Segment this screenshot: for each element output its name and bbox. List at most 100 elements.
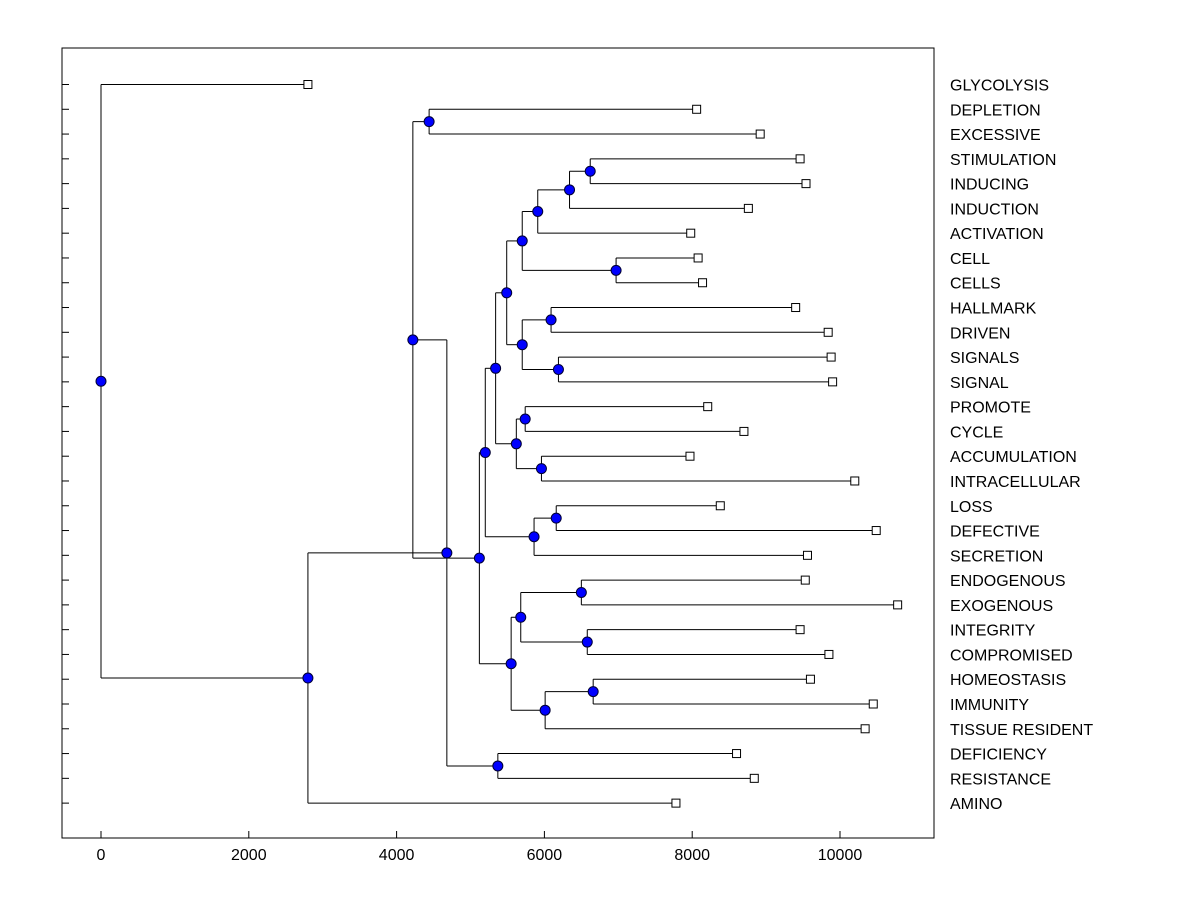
leaf-label: INDUCTION [950, 201, 1039, 218]
merge-node [441, 547, 453, 559]
leaf-marker [802, 550, 812, 560]
leaf-marker [303, 80, 313, 89]
dendrogram-links [100, 84, 898, 804]
merge-node [516, 339, 528, 351]
leaf-marker [823, 327, 833, 337]
leaf-marker [805, 674, 815, 684]
leaf-label: RESISTANCE [950, 771, 1051, 788]
leaf-label: CELL [950, 251, 990, 268]
x-tick-label: 8000 [674, 847, 710, 864]
x-tick-label: 2000 [231, 847, 267, 864]
merge-node [501, 287, 513, 299]
leaf-label: COMPROMISED [950, 647, 1073, 664]
merge-nodes [95, 116, 622, 772]
leaf-marker [828, 377, 838, 387]
merge-node [490, 362, 502, 374]
y-tick-marks [62, 84, 69, 804]
leaf-label: TISSUE RESIDENT [950, 722, 1093, 739]
leaf-marker [692, 104, 702, 114]
leaf-marker [686, 228, 696, 238]
merge-node [535, 463, 547, 475]
leaf-marker [871, 526, 881, 536]
merge-node [407, 334, 419, 346]
leaf-label: DRIVEN [950, 325, 1010, 342]
leaf-marker [693, 253, 703, 263]
x-tick-label: 0 [97, 847, 106, 864]
leaf-marker [893, 600, 903, 610]
leaf-marker [685, 451, 695, 461]
leaf-label: AMINO [950, 796, 1002, 813]
merge-node [516, 235, 528, 247]
leaf-label: INTEGRITY [950, 623, 1036, 640]
leaf-label: GLYCOLYSIS [950, 78, 1049, 95]
leaf-label: SIGNALS [950, 350, 1019, 367]
merge-node [581, 636, 593, 648]
x-tick-label: 4000 [379, 847, 415, 864]
merge-node [545, 314, 557, 326]
leaf-marker [800, 575, 810, 585]
merge-node [550, 512, 562, 524]
merge-node [95, 375, 107, 387]
leaf-label: EXCESSIVE [950, 127, 1041, 144]
leaf-marker [795, 154, 805, 164]
merge-node [515, 611, 527, 623]
leaf-marker [801, 179, 811, 189]
leaf-label: DEPLETION [950, 102, 1041, 119]
x-tick-label: 6000 [527, 847, 563, 864]
plot-frame [61, 47, 935, 839]
leaf-label: INTRACELLULAR [950, 474, 1081, 491]
leaf-marker [743, 203, 753, 213]
merge-node [479, 447, 491, 459]
leaf-marker [749, 773, 759, 783]
merge-node [575, 586, 587, 598]
leaf-label: DEFICIENCY [950, 747, 1047, 764]
merge-node [539, 704, 551, 716]
merge-node [552, 363, 564, 375]
leaf-label: ACTIVATION [950, 226, 1044, 243]
merge-node [587, 686, 599, 698]
leaf-label: ENDOGENOUS [950, 573, 1066, 590]
merge-node [505, 658, 517, 670]
leaf-marker [850, 476, 860, 486]
leaf-marker [698, 278, 708, 288]
merge-node [492, 760, 504, 772]
merge-node [584, 165, 596, 177]
leaf-labels: GLYCOLYSIS DEPLETION EXCESSIVE STIMULATION I… [950, 78, 1093, 814]
leaf-label: HOMEOSTASIS [950, 672, 1066, 689]
leaf-label: CELLS [950, 276, 1001, 293]
leaf-marker [703, 402, 713, 412]
merge-node [532, 205, 544, 217]
leaf-label: STIMULATION [950, 152, 1056, 169]
leaf-label: PROMOTE [950, 400, 1031, 417]
leaf-label: INDUCING [950, 177, 1029, 194]
leaf-marker [671, 798, 681, 808]
leaf-label: HALLMARK [950, 301, 1037, 318]
x-tick-label: 10000 [818, 847, 863, 864]
leaf-marker [826, 352, 836, 362]
merge-node [510, 438, 522, 450]
merge-node [610, 264, 622, 276]
leaf-marker [824, 649, 834, 659]
x-axis: 0 2000 4000 6000 8000 10000 [97, 831, 863, 864]
leaf-marker [732, 749, 742, 759]
leaf-label: IMMUNITY [950, 697, 1029, 714]
leaf-marker [739, 426, 749, 436]
merge-node [302, 672, 314, 684]
merge-node [519, 413, 531, 425]
leaf-label: ACCUMULATION [950, 449, 1077, 466]
leaf-label: CYCLE [950, 424, 1003, 441]
leaf-label: SIGNAL [950, 375, 1009, 392]
leaf-marker [795, 625, 805, 635]
leaf-marker [755, 129, 765, 139]
leaf-label: SECRETION [950, 548, 1043, 565]
merge-node [528, 531, 540, 543]
merge-node [423, 116, 435, 128]
leaf-marker [791, 303, 801, 313]
leaf-marker [715, 501, 725, 511]
leaf-label: DEFECTIVE [950, 524, 1040, 541]
leaf-markers [303, 80, 903, 808]
leaf-label: LOSS [950, 499, 993, 516]
merge-node [564, 184, 576, 196]
